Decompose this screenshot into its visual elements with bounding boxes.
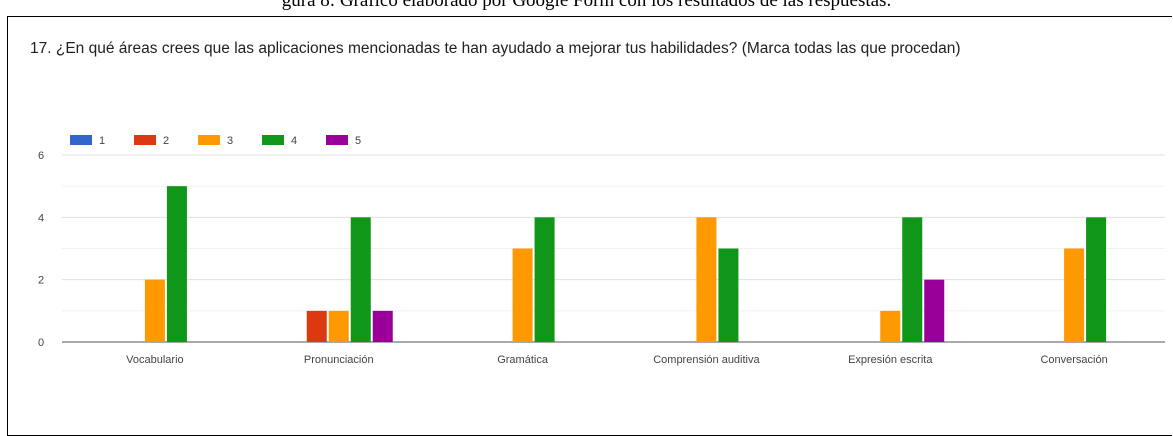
legend-label: 1 — [99, 135, 105, 147]
legend-swatch — [134, 135, 156, 145]
legend-label: 3 — [227, 135, 233, 147]
figure-caption: gura 8: Gráfico elaborado por Google For… — [0, 0, 1173, 12]
x-tick-label: Comprensión auditiva — [653, 354, 760, 366]
x-tick-label: Conversación — [1040, 354, 1107, 366]
bar — [902, 217, 923, 342]
bar — [166, 186, 187, 342]
x-tick-label: Pronunciación — [304, 354, 374, 366]
y-tick-label: 6 — [38, 150, 44, 162]
y-tick-label: 4 — [38, 212, 44, 224]
bar — [328, 310, 349, 342]
question-title: 17. ¿En qué áreas crees que las aplicaci… — [30, 40, 961, 57]
x-tick-label: Gramática — [497, 354, 549, 366]
legend-swatch — [262, 135, 284, 145]
bar — [718, 248, 739, 342]
bar — [534, 217, 555, 342]
chart-card — [7, 16, 1172, 436]
y-tick-label: 2 — [38, 275, 44, 287]
x-tick-label: Vocabulario — [126, 354, 184, 366]
bar — [696, 217, 717, 342]
legend-swatch — [198, 135, 220, 145]
bar-chart: 0 2 4 6 Vocabulario Pronunciación Gramática Com… — [38, 135, 1165, 366]
legend-label: 2 — [163, 135, 169, 147]
bar — [350, 217, 371, 342]
legend-swatch — [326, 135, 348, 145]
legend-swatch — [70, 135, 92, 145]
bar — [1086, 217, 1107, 342]
x-tick-label: Expresión escrita — [848, 354, 933, 366]
legend-label: 5 — [355, 135, 361, 147]
legend-label: 4 — [291, 135, 297, 147]
bar — [880, 310, 901, 342]
bar — [512, 248, 533, 342]
y-tick-label: 0 — [38, 337, 44, 349]
figure-caption-text: gura 8: Gráfico elaborado por Google For… — [281, 0, 892, 11]
bar — [924, 279, 945, 342]
bar — [144, 279, 165, 342]
bar — [306, 310, 327, 342]
bar — [372, 310, 393, 342]
bar — [1064, 248, 1085, 342]
